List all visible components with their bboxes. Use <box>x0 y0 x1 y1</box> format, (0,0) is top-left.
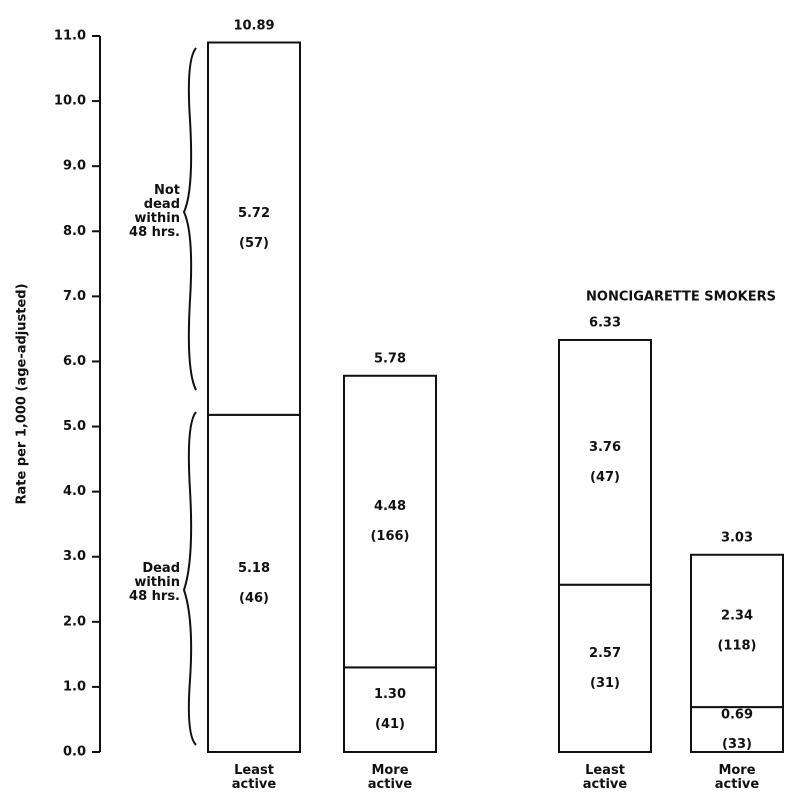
bar-segment <box>558 583 652 753</box>
y-tick-label: 10.0 <box>54 94 86 109</box>
y-tick-label: 9.0 <box>63 159 86 174</box>
bar-segment <box>343 666 437 754</box>
total-label: 6.33 <box>589 315 621 330</box>
value-label: 1.30 <box>374 687 406 702</box>
y-tick-label: 6.0 <box>63 354 86 369</box>
bar-segment <box>207 413 301 753</box>
x-tick-label: More active <box>367 763 413 792</box>
count-label: (57) <box>239 236 269 251</box>
count-label: (41) <box>375 717 405 732</box>
value-label: 5.72 <box>238 206 270 221</box>
total-label: 10.89 <box>233 19 274 34</box>
group-title: NONCIGARETTE SMOKERS <box>586 290 776 305</box>
bar-segment <box>690 553 784 709</box>
series-label: Not dead within 48 hrs. <box>129 183 180 240</box>
count-label: (33) <box>722 737 752 752</box>
value-label: 3.76 <box>589 440 621 455</box>
count-label: (31) <box>590 676 620 691</box>
y-tick-label: 1.0 <box>63 679 86 694</box>
count-label: (46) <box>239 591 269 606</box>
value-label: 2.57 <box>589 646 621 661</box>
y-tick-label: 8.0 <box>63 224 86 239</box>
bar-segment <box>690 706 784 754</box>
brace <box>182 47 197 391</box>
series-label: Dead within 48 hrs. <box>129 561 180 604</box>
count-label: (118) <box>717 638 756 653</box>
value-label: 5.18 <box>238 561 270 576</box>
y-tick-label: 11.0 <box>54 29 86 44</box>
bar-segment <box>207 41 301 416</box>
y-axis-label: Rate per 1,000 (age-adjusted) <box>15 283 30 504</box>
x-tick-label: Least active <box>231 763 277 792</box>
value-label: 2.34 <box>721 608 753 623</box>
y-tick-label: 0.0 <box>63 745 86 760</box>
x-tick-label: Least active <box>582 763 628 792</box>
y-tick-label: 5.0 <box>63 419 86 434</box>
x-tick-label: More active <box>714 763 760 792</box>
bar-segment <box>343 374 437 669</box>
total-label: 3.03 <box>721 530 753 545</box>
bar-segment <box>558 338 652 586</box>
count-label: (47) <box>590 470 620 485</box>
total-label: 5.78 <box>374 351 406 366</box>
value-label: 0.69 <box>721 707 753 722</box>
y-tick-label: 2.0 <box>63 614 86 629</box>
brace <box>182 411 197 746</box>
y-tick-label: 3.0 <box>63 549 86 564</box>
y-tick-label: 7.0 <box>63 289 86 304</box>
y-tick-label: 4.0 <box>63 484 86 499</box>
value-label: 4.48 <box>374 499 406 514</box>
count-label: (166) <box>370 529 409 544</box>
